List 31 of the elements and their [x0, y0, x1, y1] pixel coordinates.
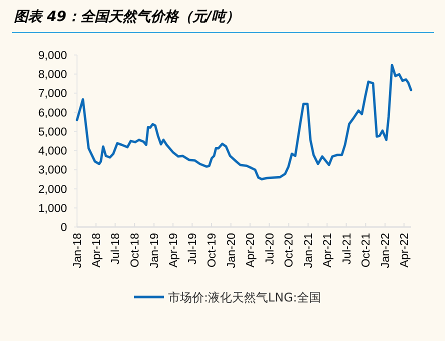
- x-tick-label: Jan-20: [226, 233, 238, 268]
- title: 图表 49：全国天然气价格（元/吨）: [14, 8, 240, 26]
- x-tick-label: Apr-20: [245, 233, 258, 268]
- x-tick-label: Apr-19: [168, 233, 180, 268]
- y-tick-label: 3,000: [38, 164, 67, 177]
- y-tick-label: 5,000: [38, 126, 67, 138]
- y-tick-label: 1,000: [38, 202, 67, 215]
- x-tick-label: Jul-18: [110, 233, 122, 264]
- y-tick-label: 2,000: [38, 184, 67, 196]
- x-tick-label: Oct-18: [130, 233, 142, 268]
- x-tick-label: Jul-20: [264, 233, 276, 264]
- x-tick-label: Oct-19: [206, 233, 219, 268]
- y-tick-label: 0: [60, 222, 67, 234]
- y-tick-label: 8,000: [38, 69, 67, 82]
- x-tick-label: Jan-19: [148, 233, 161, 268]
- x-tick-label: Apr-22: [399, 233, 412, 268]
- y-tick-label: 6,000: [38, 107, 67, 120]
- x-tick-label: Oct-20: [284, 233, 296, 268]
- x-tick-label: Jan-18: [72, 233, 84, 268]
- y-tick-label: 9,000: [38, 50, 67, 62]
- legend: 市场价:液化天然气LNG:全国: [134, 290, 322, 304]
- x-tick-label: Jul-21: [341, 233, 354, 264]
- x-tick-label: Apr-18: [90, 233, 103, 268]
- y-tick-label: 7,000: [38, 88, 67, 100]
- x-tick-label: Apr-21: [322, 233, 334, 268]
- x-tick-label: Jan-22: [380, 233, 392, 268]
- x-tick-label: Jul-19: [187, 233, 200, 264]
- y-tick-label: 4,000: [38, 146, 67, 158]
- x-tick-label: Jan-21: [303, 233, 316, 268]
- legend-label: 市场价:液化天然气LNG:全国: [168, 290, 322, 304]
- x-tick-label: Oct-21: [360, 233, 373, 268]
